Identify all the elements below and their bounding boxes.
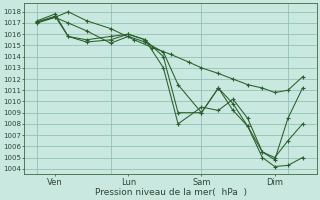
X-axis label: Pression niveau de la mer(  hPa  ): Pression niveau de la mer( hPa )	[95, 188, 247, 197]
